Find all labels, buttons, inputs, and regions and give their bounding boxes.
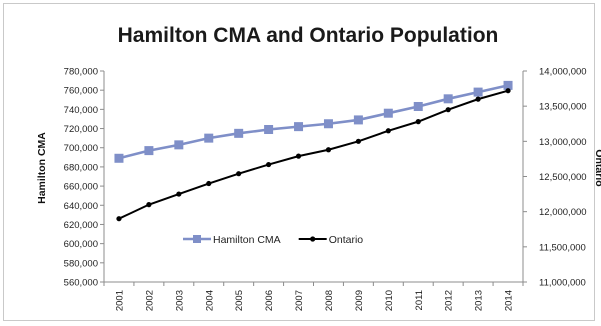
data-point-hamilton-cma — [323, 119, 333, 129]
plot-area: 560,000 580,000 600,000 620,000 640,000 660,0… — [64, 67, 587, 312]
data-point-ontario — [206, 180, 212, 187]
data-point-ontario — [325, 147, 332, 153]
x-tick-label: 2008 — [324, 290, 335, 311]
legend-marker-hamilton-cma — [193, 235, 201, 243]
y-tick-label: 580,000 — [64, 258, 98, 269]
y-tick-label: 640,000 — [64, 201, 98, 212]
legend-marker-ontario — [310, 236, 316, 242]
data-point-ontario — [266, 161, 272, 168]
y2-tick-label: 11,000,000 — [539, 278, 586, 289]
y2-axis-title: Ontario — [593, 149, 601, 186]
y-tick-label: 740,000 — [64, 105, 98, 116]
data-point-hamilton-cma — [144, 146, 154, 156]
y-axis-title: Hamilton CMA — [36, 132, 48, 204]
data-point-hamilton-cma — [174, 140, 184, 150]
series-line-hamilton-cma — [118, 84, 509, 160]
data-point-ontario — [415, 119, 421, 125]
data-point-ontario — [236, 171, 242, 177]
x-tick-label: 2004 — [204, 290, 215, 311]
y-tick-label: 660,000 — [64, 182, 98, 193]
data-point-hamilton-cma — [204, 133, 214, 143]
data-point-ontario — [385, 128, 391, 134]
x-tick-label: 2011 — [414, 290, 425, 310]
y2-tick-label: 11,500,000 — [539, 242, 586, 253]
x-tick-label: 2009 — [354, 290, 365, 311]
data-point-hamilton-cma — [264, 125, 274, 135]
y2-tick-label: 12,500,000 — [539, 172, 587, 183]
legend: Hamilton CMA Ontario — [183, 234, 363, 246]
y-tick-label: 560,000 — [64, 278, 98, 289]
x-tick-label: 2003 — [174, 290, 185, 311]
y-tick-label: 720,000 — [64, 124, 98, 135]
y2-tick-label: 12,000,000 — [539, 207, 587, 218]
legend-label-hamilton-cma: Hamilton CMA — [213, 234, 281, 246]
y-tick-label: 600,000 — [64, 239, 98, 250]
series-line-ontario — [118, 89, 509, 220]
x-tick-label: 2014 — [504, 290, 515, 311]
chart-title: Hamilton CMA and Ontario Population — [118, 24, 499, 47]
y-tick-label: 620,000 — [64, 220, 98, 231]
y-tick-label: 680,000 — [64, 162, 98, 173]
x-tick-label: 2005 — [234, 290, 245, 311]
x-tick-label: 2012 — [444, 290, 455, 311]
y2-tick-label: 13,000,000 — [539, 137, 587, 148]
data-point-hamilton-cma — [473, 87, 483, 97]
data-point-ontario — [116, 216, 122, 222]
x-tick-label: 2002 — [144, 290, 155, 311]
legend-label-ontario: Ontario — [329, 234, 364, 246]
data-point-ontario — [505, 88, 511, 94]
data-point-ontario — [295, 153, 302, 159]
y2-tick-label: 13,500,000 — [539, 102, 587, 113]
data-point-ontario — [475, 96, 481, 102]
chart-frame — [3, 3, 595, 321]
data-point-ontario — [445, 107, 451, 113]
x-tick-label: 2010 — [384, 290, 395, 311]
y-tick-label: 760,000 — [64, 86, 98, 97]
data-point-hamilton-cma — [294, 122, 304, 132]
data-point-hamilton-cma — [413, 101, 423, 111]
data-point-hamilton-cma — [114, 153, 124, 163]
y-tick-label: 780,000 — [64, 67, 98, 78]
data-point-ontario — [355, 138, 361, 144]
data-point-hamilton-cma — [353, 115, 363, 125]
x-tick-label: 2001 — [114, 290, 125, 311]
data-point-hamilton-cma — [234, 128, 244, 138]
data-point-hamilton-cma — [503, 80, 513, 90]
y2-tick-label: 14,000,000 — [539, 67, 587, 78]
data-point-hamilton-cma — [383, 108, 393, 118]
x-tick-label: 2006 — [264, 290, 275, 311]
data-point-ontario — [146, 202, 152, 208]
y-tick-label: 700,000 — [64, 143, 98, 154]
x-tick-label: 2013 — [474, 290, 485, 311]
x-tick-label: 2007 — [294, 290, 305, 311]
data-point-hamilton-cma — [443, 94, 453, 104]
data-point-ontario — [176, 191, 182, 197]
